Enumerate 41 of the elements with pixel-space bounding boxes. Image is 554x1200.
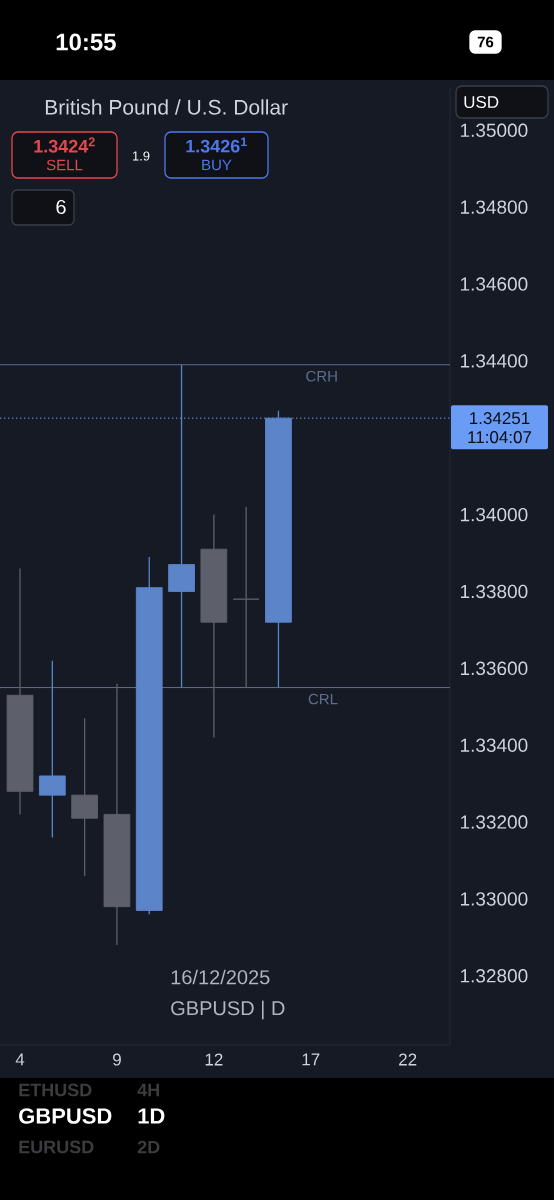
text: 11:04:07	[468, 431, 532, 444]
text: 10:55	[56, 33, 116, 51]
text: 1D	[138, 1108, 165, 1124]
annotation: 1.9	[132, 151, 150, 161]
candlestick	[168, 364, 195, 689]
y-tick-label: 1.35000	[460, 123, 528, 138]
candlestick	[232, 506, 260, 689]
text: 4H	[137, 1083, 159, 1097]
text: ETHUSD	[19, 1083, 92, 1097]
y-tick-label: 1.34800	[460, 200, 528, 214]
annotation: 1.3426$^{1}$	[186, 137, 247, 153]
y-tick-label: 1.34000	[460, 507, 528, 522]
ref-line-label: CRH	[306, 370, 337, 382]
text: EURUSD	[19, 1140, 94, 1154]
annotation: SELL	[46, 159, 83, 171]
candlestick	[38, 660, 66, 839]
y-tick-label: 1.34400	[460, 354, 528, 368]
x-tick-label: 9	[113, 1053, 121, 1066]
ref-line-label: CRL	[308, 693, 338, 705]
x-tick-label: 12	[205, 1053, 223, 1066]
x-tick-label: 17	[302, 1053, 320, 1066]
y-tick-label: 1.32800	[460, 969, 528, 983]
x-tick-label: 4	[15, 1053, 25, 1066]
ref-line-label: 1.34251	[470, 412, 530, 425]
y-tick-label: 1.33800	[460, 584, 528, 599]
annotation: 16/12/2025	[171, 969, 270, 985]
chart-title: British Pound / U.S. Dollar	[45, 99, 288, 115]
text: USD	[464, 95, 499, 109]
annotation: BUY	[202, 159, 232, 171]
y-tick-label: 1.33200	[460, 815, 528, 829]
y-tick-label: 1.34600	[460, 277, 528, 291]
y-tick-label: 1.33400	[460, 738, 528, 752]
y-tick-label: 1.33600	[460, 661, 528, 676]
text: 76	[477, 36, 494, 48]
text: GBPUSD	[19, 1108, 112, 1124]
text: 2D	[137, 1140, 160, 1154]
annotation: GBPUSD | D	[171, 1000, 285, 1020]
y-tick-label: 1.33000	[460, 892, 528, 906]
annotation: 6	[56, 199, 66, 215]
annotation: 1.3424$^{2}$	[34, 137, 95, 153]
x-tick-label: 22	[399, 1053, 417, 1066]
